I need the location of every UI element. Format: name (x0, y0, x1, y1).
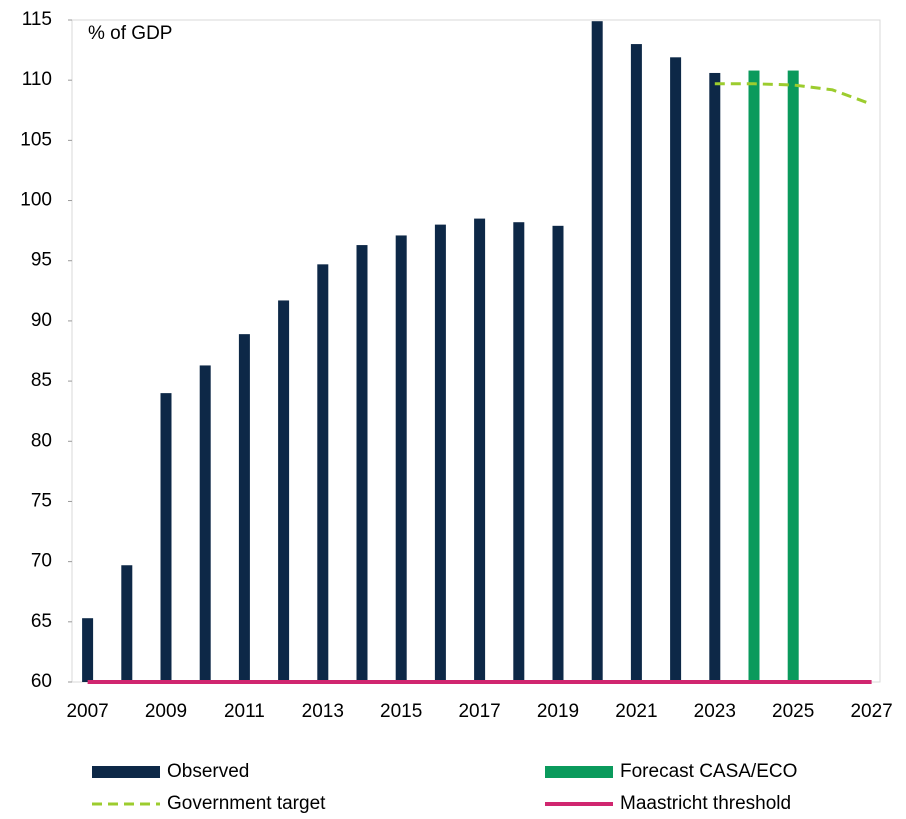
bar (317, 264, 329, 682)
bar (356, 245, 368, 682)
y-tick-label: 65 (31, 611, 52, 632)
y-tick-label: 100 (20, 190, 52, 211)
bar (552, 225, 564, 682)
legend-label: Forecast CASA/ECO (620, 761, 797, 782)
y-unit-label: % of GDP (88, 23, 172, 44)
x-tick-label: 2027 (850, 701, 892, 722)
x-tick-label: 2021 (615, 701, 657, 722)
y-tick-label: 105 (20, 129, 52, 150)
bar (199, 365, 211, 682)
line (714, 82, 873, 106)
y-tick-label: 60 (31, 671, 52, 692)
x-tick-label: 2015 (380, 701, 422, 722)
y-tick-label: 115 (22, 9, 52, 30)
legend-swatch (92, 766, 160, 778)
bar (82, 618, 94, 682)
bar (160, 393, 172, 682)
x-tick-label: 2017 (458, 701, 500, 722)
bar (395, 235, 407, 682)
bar (474, 218, 486, 682)
y-tick-label: 80 (31, 430, 52, 451)
legend-label: Observed (167, 761, 249, 782)
bar (591, 21, 603, 683)
x-tick-label: 2007 (66, 701, 108, 722)
bar (630, 44, 642, 682)
legend-label: Maastricht threshold (620, 793, 791, 814)
bar (670, 57, 682, 682)
bar (434, 224, 446, 683)
bar (787, 70, 799, 682)
bar (513, 222, 525, 682)
y-tick-label: 75 (31, 490, 52, 511)
y-tick-label: 70 (31, 551, 52, 572)
y-tick-label: 110 (22, 69, 52, 90)
bar (121, 565, 133, 682)
x-tick-label: 2009 (145, 701, 187, 722)
x-tick-label: 2023 (694, 701, 736, 722)
x-tick-label: 2011 (224, 701, 265, 722)
y-tick-label: 90 (31, 310, 52, 331)
x-tick-label: 2025 (772, 701, 814, 722)
y-tick-label: 95 (31, 250, 52, 271)
x-tick-label: 2019 (537, 701, 579, 722)
legend-swatch (545, 766, 613, 778)
bar (709, 72, 721, 682)
legend-label: Government target (167, 793, 326, 814)
bar (278, 300, 290, 682)
bar (238, 334, 250, 682)
y-tick-label: 85 (31, 370, 52, 391)
bar (748, 70, 760, 682)
x-tick-label: 2013 (302, 701, 344, 722)
